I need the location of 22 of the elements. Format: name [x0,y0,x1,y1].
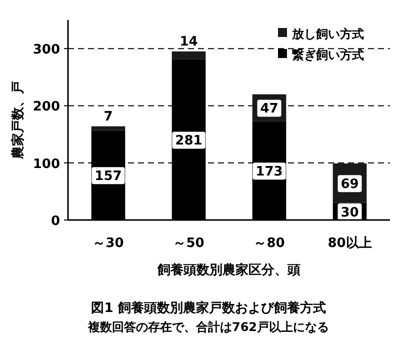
y-tick-label: 200 [32,100,60,115]
x-axis-title: 飼養頭数別農家区分、頭 [156,262,300,278]
legend-label: 放し飼い方式 [291,27,364,41]
data-label: 281 [175,134,202,149]
y-tick-label: 300 [32,42,60,58]
data-label: 14 [180,34,198,50]
data-label: 173 [256,164,283,180]
y-axis-title: 農家戸数、戸 [10,81,26,160]
legend-label: 繋ぎ飼い方式 [292,48,364,62]
x-tick-label: ～80 [254,236,285,251]
y-tick-label: 100 [32,156,60,172]
x-tick-label: 80以上 [328,236,372,251]
y-tick-label: 0 [50,214,60,229]
data-label: 69 [340,177,359,192]
text: 複数回答の存在で、合計は762戸以上になる [86,320,330,334]
data-label: 7 [104,109,113,124]
x-tick-label: ～50 [173,236,204,251]
text: 図1 飼養頭数別農家戸数および飼養方式 [91,300,326,316]
data-label: 157 [94,169,122,184]
data-label: 30 [340,205,359,220]
data-label: 47 [260,102,278,117]
x-tick-label: ～30 [92,236,124,251]
